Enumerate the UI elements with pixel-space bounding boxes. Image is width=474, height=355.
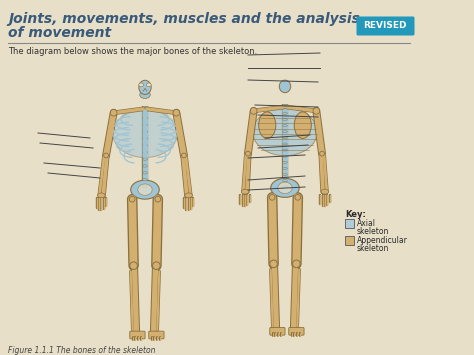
Ellipse shape [241, 189, 249, 194]
Ellipse shape [131, 180, 159, 199]
Text: Key:: Key: [345, 210, 366, 219]
Ellipse shape [173, 109, 180, 116]
Ellipse shape [113, 110, 177, 158]
Ellipse shape [143, 110, 147, 112]
Ellipse shape [143, 158, 147, 160]
Ellipse shape [283, 149, 287, 151]
Ellipse shape [283, 119, 287, 120]
Ellipse shape [143, 117, 147, 119]
Text: The diagram below shows the major bones of the skeleton.: The diagram below shows the major bones … [8, 47, 257, 56]
Ellipse shape [146, 83, 151, 87]
Ellipse shape [143, 165, 147, 167]
Ellipse shape [271, 178, 299, 197]
Ellipse shape [295, 195, 301, 200]
Ellipse shape [143, 144, 147, 147]
Ellipse shape [283, 180, 287, 182]
Ellipse shape [143, 185, 147, 188]
Text: Figure 1.1.1 The bones of the skeleton: Figure 1.1.1 The bones of the skeleton [8, 346, 155, 355]
Ellipse shape [246, 151, 250, 156]
Ellipse shape [155, 196, 161, 202]
Ellipse shape [143, 137, 147, 140]
Ellipse shape [269, 195, 275, 200]
Text: REVISED: REVISED [363, 22, 407, 31]
FancyBboxPatch shape [289, 327, 304, 335]
Ellipse shape [140, 91, 150, 98]
Ellipse shape [279, 80, 291, 93]
Text: of movement: of movement [8, 26, 111, 40]
Ellipse shape [321, 189, 328, 194]
Ellipse shape [259, 112, 276, 138]
Bar [345, 236, 354, 245]
FancyBboxPatch shape [149, 331, 164, 339]
Ellipse shape [139, 83, 144, 87]
Ellipse shape [283, 162, 287, 163]
Ellipse shape [294, 112, 311, 138]
Text: Joints, movements, muscles and the analysis: Joints, movements, muscles and the analy… [8, 12, 360, 26]
Ellipse shape [130, 262, 137, 269]
Ellipse shape [253, 108, 317, 156]
Ellipse shape [283, 168, 287, 169]
Ellipse shape [153, 262, 160, 269]
FancyBboxPatch shape [356, 16, 414, 36]
Ellipse shape [250, 108, 257, 114]
Text: Axial: Axial [357, 219, 376, 228]
Ellipse shape [278, 182, 292, 193]
Ellipse shape [319, 151, 324, 156]
Ellipse shape [313, 108, 319, 114]
Ellipse shape [185, 193, 192, 198]
Ellipse shape [283, 113, 287, 114]
Ellipse shape [283, 155, 287, 157]
FancyBboxPatch shape [270, 327, 285, 335]
Bar [345, 219, 354, 228]
Ellipse shape [143, 151, 147, 153]
Ellipse shape [129, 196, 135, 202]
Text: Appendicular: Appendicular [357, 236, 408, 245]
Ellipse shape [143, 172, 147, 174]
Ellipse shape [143, 124, 147, 126]
Text: skeleton: skeleton [357, 227, 389, 236]
Ellipse shape [283, 131, 287, 133]
Ellipse shape [283, 125, 287, 126]
Ellipse shape [98, 193, 105, 198]
Ellipse shape [143, 179, 147, 181]
Ellipse shape [138, 184, 152, 195]
Ellipse shape [283, 174, 287, 175]
Ellipse shape [143, 131, 147, 133]
FancyBboxPatch shape [130, 331, 145, 339]
Ellipse shape [283, 186, 287, 188]
Ellipse shape [270, 260, 277, 268]
Ellipse shape [110, 109, 117, 116]
Ellipse shape [182, 153, 186, 158]
Text: skeleton: skeleton [357, 244, 389, 253]
Ellipse shape [139, 80, 151, 94]
Ellipse shape [104, 153, 109, 158]
Ellipse shape [283, 137, 287, 139]
Ellipse shape [283, 143, 287, 145]
Ellipse shape [283, 106, 287, 108]
Ellipse shape [292, 260, 300, 268]
